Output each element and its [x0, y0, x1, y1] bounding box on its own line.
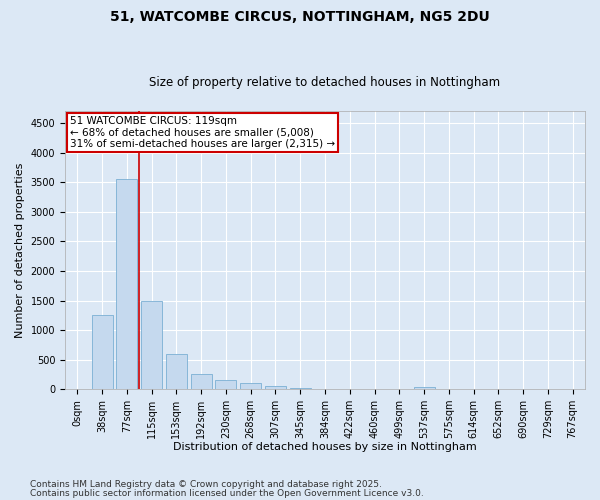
Bar	[92, 316, 113, 389]
Y-axis label: Number of detached properties: Number of detached properties	[15, 162, 25, 338]
Bar	[191, 374, 212, 389]
Bar	[240, 383, 261, 389]
Text: 51, WATCOMBE CIRCUS, NOTTINGHAM, NG5 2DU: 51, WATCOMBE CIRCUS, NOTTINGHAM, NG5 2DU	[110, 10, 490, 24]
Bar	[141, 300, 162, 389]
Text: 51 WATCOMBE CIRCUS: 119sqm
← 68% of detached houses are smaller (5,008)
31% of s: 51 WATCOMBE CIRCUS: 119sqm ← 68% of deta…	[70, 116, 335, 149]
Bar	[290, 388, 311, 389]
Bar	[314, 388, 335, 389]
X-axis label: Distribution of detached houses by size in Nottingham: Distribution of detached houses by size …	[173, 442, 477, 452]
Bar	[215, 380, 236, 389]
Title: Size of property relative to detached houses in Nottingham: Size of property relative to detached ho…	[149, 76, 500, 90]
Text: Contains public sector information licensed under the Open Government Licence v3: Contains public sector information licen…	[30, 489, 424, 498]
Bar	[265, 386, 286, 389]
Bar	[166, 354, 187, 389]
Bar	[413, 388, 434, 389]
Bar	[116, 180, 137, 389]
Text: Contains HM Land Registry data © Crown copyright and database right 2025.: Contains HM Land Registry data © Crown c…	[30, 480, 382, 489]
Bar	[67, 388, 88, 389]
